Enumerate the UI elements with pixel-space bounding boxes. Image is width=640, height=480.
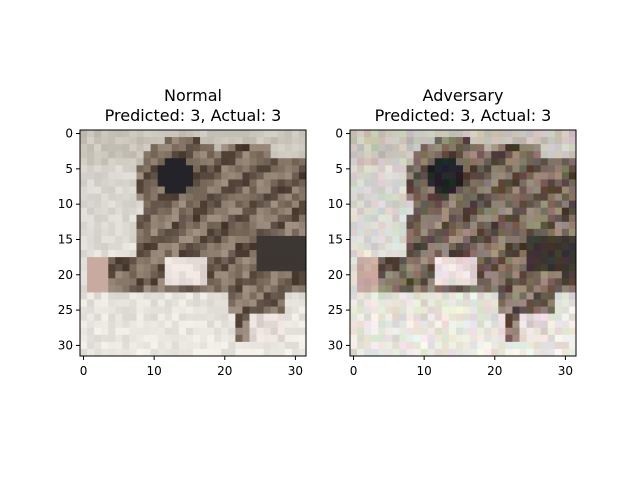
- x-tick-label: 20: [217, 364, 232, 378]
- panel-adversary: Adversary Predicted: 3, Actual: 3 0 10 20 3…: [328, 86, 577, 378]
- x-tick-label: 10: [417, 364, 432, 378]
- axes-frame-normal: [79, 129, 307, 357]
- y-tick-label: 10: [328, 197, 343, 211]
- cat-pixels-adversary: [350, 130, 576, 356]
- y-tick-label: 20: [328, 268, 343, 282]
- y-tick-label: 25: [58, 303, 73, 317]
- panel-normal-title: Normal: [164, 86, 222, 105]
- x-tick-label: 30: [288, 364, 303, 378]
- x-tick-label: 30: [558, 364, 573, 378]
- panel-adversary-subtitle: Predicted: 3, Actual: 3: [375, 106, 552, 125]
- cat-image-normal: [80, 130, 306, 356]
- cat-image-adversary: [350, 130, 576, 356]
- y-tick-label: 30: [58, 338, 73, 352]
- y-tick-label: 20: [58, 268, 73, 282]
- y-tick-label: 5: [65, 162, 73, 176]
- y-tick-label: 15: [328, 232, 343, 246]
- y-tick-label: 15: [58, 232, 73, 246]
- cat-pixels-normal: [80, 130, 306, 356]
- y-tick-label: 25: [328, 303, 343, 317]
- panel-adversary-title: Adversary: [423, 86, 504, 105]
- y-tick-label: 10: [58, 197, 73, 211]
- panel-normal-subtitle: Predicted: 3, Actual: 3: [105, 106, 282, 125]
- axis-ticks-normal: 0 10 20 30 0 5 10 15 20 25 30: [58, 127, 303, 378]
- x-tick-label: 0: [80, 364, 88, 378]
- axis-ticks-adversary: 0 10 20 30 0 5 10 15 20 25 30: [328, 127, 573, 378]
- y-tick-label: 5: [335, 162, 343, 176]
- x-tick-label: 20: [487, 364, 502, 378]
- x-tick-label: 10: [147, 364, 162, 378]
- y-tick-label: 30: [328, 338, 343, 352]
- x-tick-label: 0: [350, 364, 358, 378]
- y-tick-label: 0: [335, 127, 343, 141]
- axes-frame-adversary: [349, 129, 577, 357]
- y-tick-label: 0: [65, 127, 73, 141]
- panel-normal: Normal Predicted: 3, Actual: 3 0 10 20 30 0 5…: [58, 86, 307, 378]
